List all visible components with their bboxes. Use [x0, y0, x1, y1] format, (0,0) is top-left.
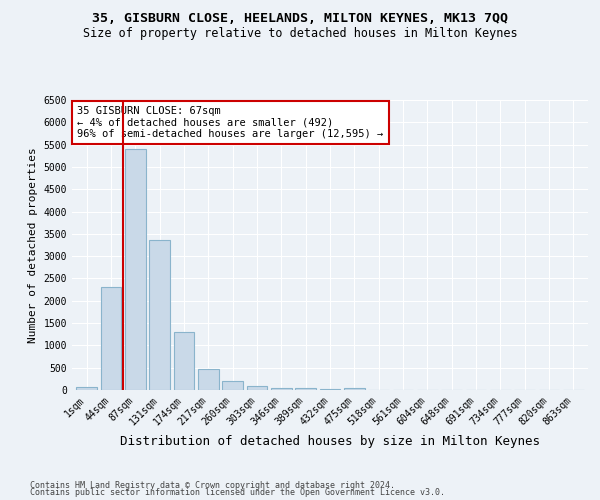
Bar: [247, 386, 268, 390]
Bar: [344, 388, 365, 390]
Text: Contains HM Land Registry data © Crown copyright and database right 2024.: Contains HM Land Registry data © Crown c…: [30, 480, 395, 490]
Text: 35, GISBURN CLOSE, HEELANDS, MILTON KEYNES, MK13 7QQ: 35, GISBURN CLOSE, HEELANDS, MILTON KEYN…: [92, 12, 508, 26]
Bar: [125, 149, 146, 390]
Bar: [271, 388, 292, 390]
X-axis label: Distribution of detached houses by size in Milton Keynes: Distribution of detached houses by size …: [120, 435, 540, 448]
Y-axis label: Number of detached properties: Number of detached properties: [28, 147, 38, 343]
Bar: [173, 332, 194, 390]
Text: Contains public sector information licensed under the Open Government Licence v3: Contains public sector information licen…: [30, 488, 445, 497]
Bar: [320, 388, 340, 390]
Text: Size of property relative to detached houses in Milton Keynes: Size of property relative to detached ho…: [83, 28, 517, 40]
Bar: [295, 388, 316, 390]
Text: 35 GISBURN CLOSE: 67sqm
← 4% of detached houses are smaller (492)
96% of semi-de: 35 GISBURN CLOSE: 67sqm ← 4% of detached…: [77, 106, 383, 139]
Bar: [222, 382, 243, 390]
Bar: [76, 387, 97, 390]
Bar: [149, 240, 170, 390]
Bar: [198, 368, 218, 390]
Bar: [101, 288, 121, 390]
